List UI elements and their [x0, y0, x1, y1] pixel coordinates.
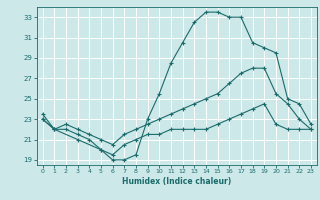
- X-axis label: Humidex (Indice chaleur): Humidex (Indice chaleur): [122, 177, 231, 186]
